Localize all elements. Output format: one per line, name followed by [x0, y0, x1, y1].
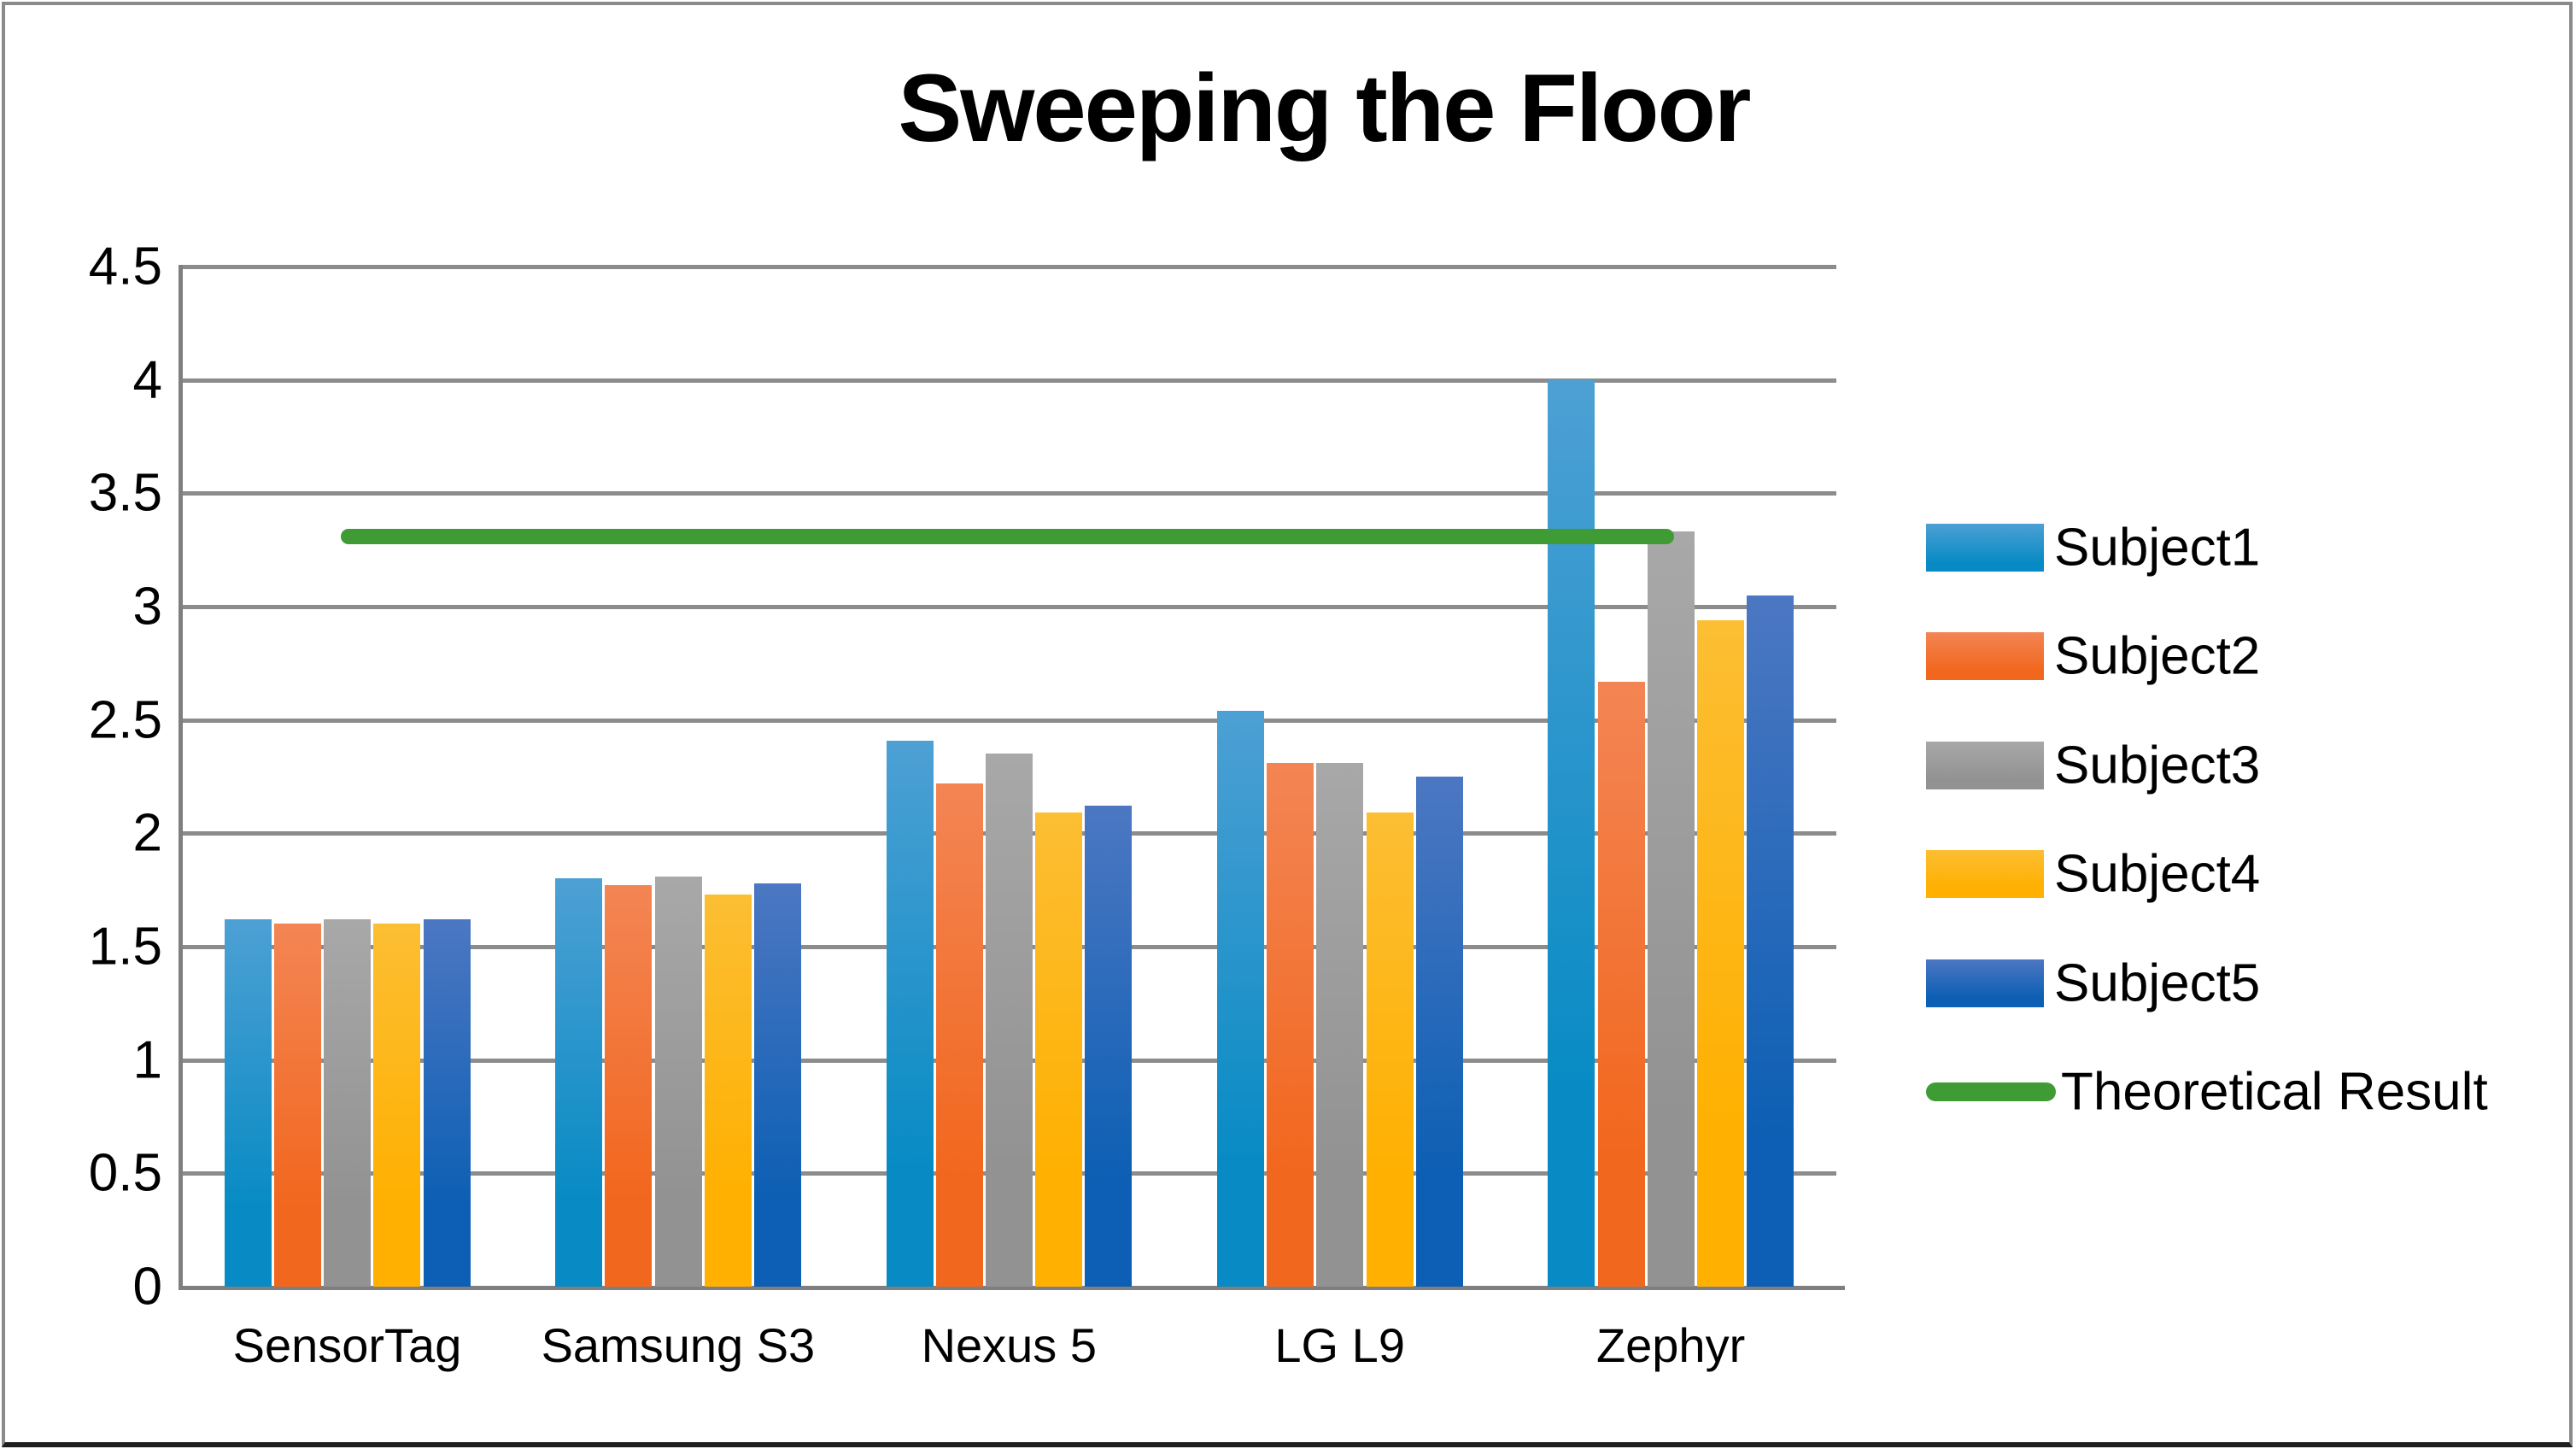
gridline	[182, 605, 1836, 609]
y-tick-label: 3	[132, 577, 162, 637]
theoretical-result-line	[340, 528, 1675, 544]
legend-line-swatch	[1926, 1082, 2056, 1101]
x-category-label: Zephyr	[1595, 1318, 1746, 1372]
y-tick-label: 4	[132, 350, 162, 410]
bar-subject1-nexus-5	[886, 740, 934, 1287]
bar-subject2-zephyr	[1597, 681, 1645, 1287]
bar-subject3-sensortag	[324, 919, 372, 1287]
bar-subject1-lg-l9	[1217, 711, 1264, 1287]
bar-subject2-samsung-s3	[605, 885, 653, 1287]
bar-subject4-zephyr	[1697, 619, 1744, 1287]
y-tick-label: 0.5	[88, 1143, 162, 1203]
legend-label: Subject1	[2054, 518, 2261, 578]
y-tick-label: 0	[132, 1257, 162, 1317]
legend-label: Subject4	[2054, 844, 2261, 904]
gridline	[182, 718, 1836, 723]
bar-subject3-lg-l9	[1316, 763, 1364, 1287]
gridline	[182, 265, 1836, 269]
y-tick-label: 2	[132, 803, 162, 863]
y-axis-line	[179, 265, 183, 1290]
bar-subject4-sensortag	[373, 924, 421, 1287]
bar-subject5-samsung-s3	[754, 883, 801, 1287]
legend-label: Theoretical Result	[2061, 1062, 2488, 1122]
gridline	[182, 491, 1836, 496]
bar-subject2-sensortag	[274, 924, 321, 1287]
legend-label: Subject5	[2054, 953, 2261, 1013]
bar-subject5-sensortag	[423, 919, 471, 1287]
bar-subject3-zephyr	[1647, 531, 1695, 1287]
bar-subject3-nexus-5	[986, 754, 1033, 1287]
bar-subject1-zephyr	[1548, 379, 1595, 1287]
bar-subject2-lg-l9	[1267, 763, 1314, 1287]
bar-subject4-nexus-5	[1035, 812, 1083, 1287]
bar-subject1-sensortag	[224, 919, 272, 1287]
x-axis-line	[179, 1286, 1845, 1290]
y-tick-label: 4.5	[88, 237, 162, 296]
bar-subject4-samsung-s3	[704, 894, 752, 1287]
x-category-label: SensorTag	[232, 1318, 462, 1372]
legend-swatch-subject3	[1926, 741, 2044, 789]
legend-label: Subject3	[2054, 736, 2261, 795]
y-tick-label: 2.5	[88, 690, 162, 750]
legend-swatch-subject1	[1926, 524, 2044, 572]
y-tick-label: 1.5	[88, 917, 162, 977]
bar-subject3-samsung-s3	[654, 876, 702, 1287]
x-category-label: LG L9	[1274, 1318, 1405, 1372]
bar-subject2-nexus-5	[935, 783, 983, 1287]
y-tick-label: 3.5	[88, 463, 162, 523]
x-category-label: Nexus 5	[921, 1318, 1098, 1372]
legend-label: Subject2	[2054, 626, 2261, 686]
x-category-label: Samsung S3	[541, 1318, 816, 1372]
bar-subject5-lg-l9	[1415, 777, 1463, 1287]
chart-title: Sweeping the Floor	[898, 55, 1752, 161]
bar-subject5-zephyr	[1747, 595, 1794, 1287]
gridline	[182, 378, 1836, 383]
legend-swatch-subject4	[1926, 850, 2044, 899]
y-tick-label: 1	[132, 1030, 162, 1090]
legend-swatch-subject2	[1926, 632, 2044, 681]
bar-subject4-lg-l9	[1366, 812, 1414, 1287]
bar-subject5-nexus-5	[1085, 806, 1133, 1287]
legend-swatch-subject5	[1926, 959, 2044, 1007]
bar-subject1-samsung-s3	[555, 878, 603, 1287]
